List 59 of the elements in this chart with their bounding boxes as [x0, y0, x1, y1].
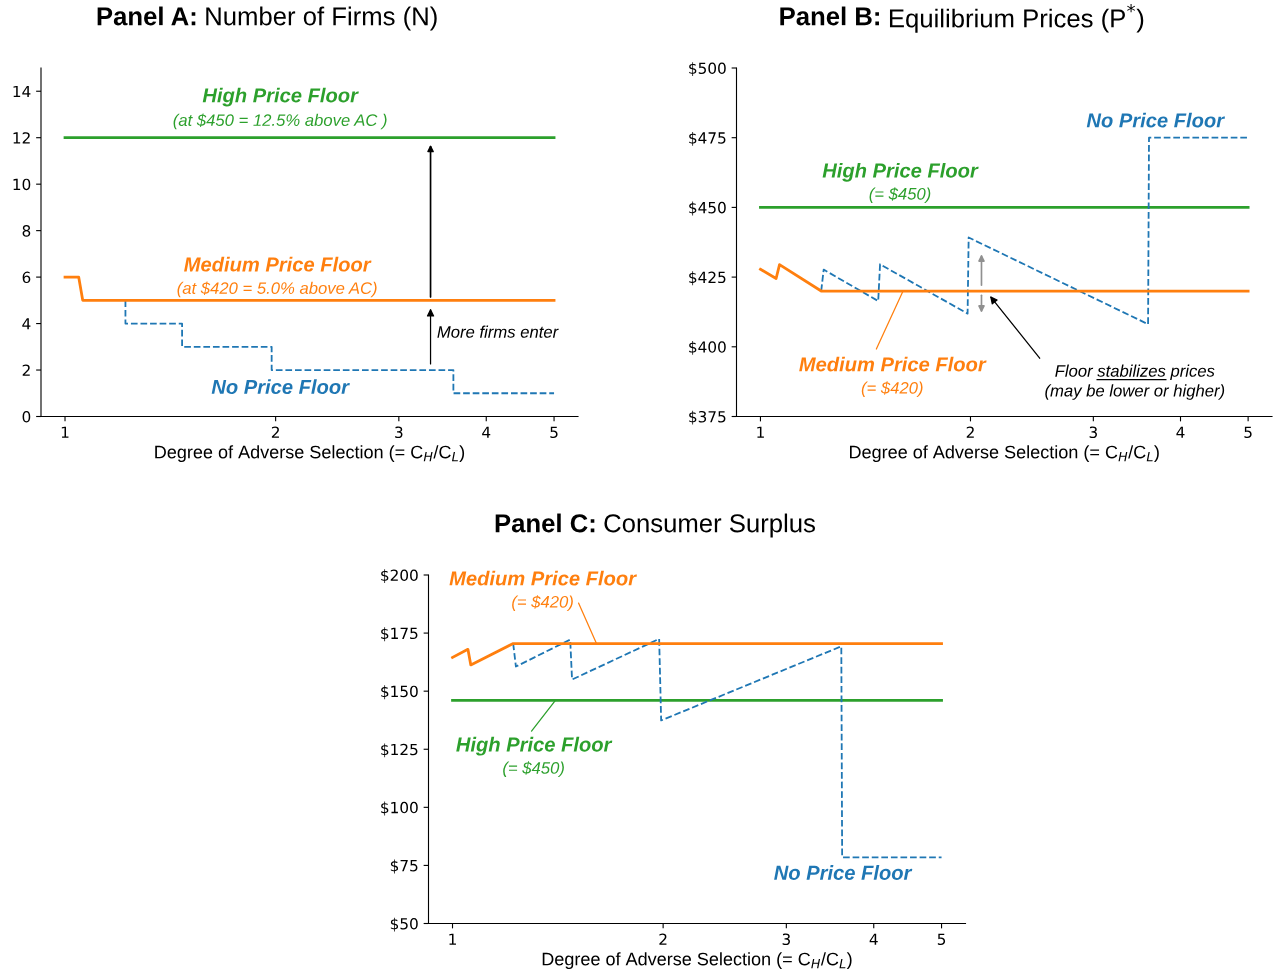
x-tick-label: 5 — [937, 933, 946, 946]
x-tick-label: 5 — [550, 426, 558, 439]
x-tick-label: 2 — [271, 426, 279, 438]
x-tick-label: 3 — [1089, 426, 1097, 439]
x-tick-label: 1 — [449, 933, 456, 945]
chart-title: Panel A: Number of Firms (N) — [97, 6, 437, 31]
y-tick-label: $50 — [390, 917, 418, 932]
annotation: (at $420 = 5.0% above AC) — [177, 281, 377, 298]
x-tick-label: 1 — [61, 426, 69, 438]
x-axis-title: Degree of Adverse Selection (= C$_{H}$/C$_{L}$) — [542, 952, 852, 970]
annotation: (= $450) — [503, 761, 564, 778]
x-axis-title: Degree of Adverse Selection (= C$_{H}$/C$_{L}$) — [155, 445, 465, 463]
x-tick-label: 5 — [1244, 426, 1252, 439]
y-tick-label: $375 — [689, 410, 726, 425]
y-tick-label: 10 — [13, 178, 31, 191]
x-tick-label: 3 — [782, 933, 790, 946]
annotation: (= $420) — [512, 595, 573, 611]
annotation: (= $450) — [869, 187, 931, 204]
x-tick-label: 3 — [395, 426, 403, 439]
y-tick-label: $200 — [381, 569, 418, 584]
y-tick-label: $475 — [689, 131, 726, 146]
series-label: No Price Floor — [1086, 112, 1225, 128]
text: Medium Price Floor — [449, 570, 637, 586]
y-tick-label: 2 — [22, 364, 30, 376]
annotation: Floor stabilizes prices (may be lower or higher) — [1045, 364, 1225, 400]
series-label: No Price Floor — [211, 379, 350, 395]
x-tick-label: 4 — [1176, 426, 1185, 438]
series-label: No Price Floor — [774, 865, 913, 880]
y-tick-label: $100 — [381, 801, 418, 816]
y-tick-label: 8 — [22, 225, 31, 237]
y-tick-label: $150 — [381, 685, 418, 700]
y-tick-label: $400 — [689, 341, 726, 355]
x-tick-label: 4 — [869, 933, 878, 945]
y-tick-label: $125 — [381, 743, 418, 758]
y-tick-label: $75 — [390, 859, 418, 874]
y-tick-label: 4 — [22, 318, 31, 330]
y-tick-label: $175 — [381, 627, 418, 642]
x-tick-label: 2 — [966, 426, 974, 438]
y-tick-label: 14 — [13, 85, 31, 98]
x-axis-title: Degree of Adverse Selection (= C$_{H}$/C$_{L}$) — [850, 445, 1159, 463]
y-tick-label: $450 — [689, 201, 726, 216]
annotation: More firms enter — [437, 325, 559, 338]
chart-title: Panel C: Consumer Surplus — [495, 513, 815, 538]
series-label: High Price Floor — [202, 87, 359, 107]
annotation: (at $450 = 12.5% above AC ) — [173, 113, 387, 130]
series-label: High Price Floor — [822, 162, 979, 182]
y-tick-label: 6 — [22, 271, 31, 284]
x-tick-label: 2 — [659, 933, 667, 945]
text: Medium Price Floor — [799, 356, 987, 372]
y-tick-label: 12 — [13, 132, 30, 144]
annotation: (= $420) — [861, 381, 923, 398]
x-tick-label: 4 — [482, 426, 491, 438]
y-tick-label: $500 — [689, 62, 726, 77]
y-tick-label: 0 — [22, 410, 31, 423]
x-tick-label: 1 — [757, 426, 764, 438]
legend-label: High Price Floor — [456, 736, 613, 756]
series-label: Medium Price Floor — [184, 256, 372, 272]
chart-title: Panel B: Equilibrium Prices (P$^{*}$) — [780, 4, 1144, 33]
y-tick-label: $425 — [689, 271, 726, 286]
